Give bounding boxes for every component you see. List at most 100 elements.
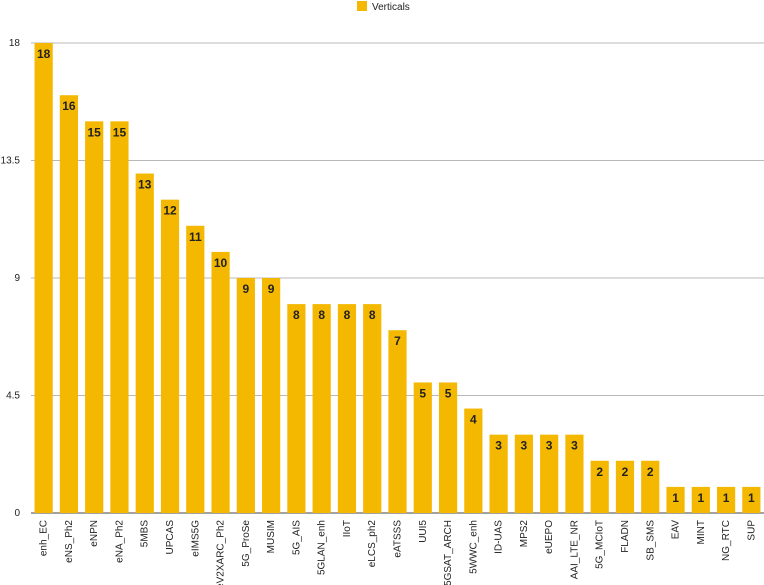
x-tick-label: 5MBS: [140, 520, 151, 548]
data-label: 3: [521, 439, 528, 453]
y-tick-label: 4.5: [6, 391, 20, 402]
bar: [363, 304, 382, 513]
x-tick-label: 5GLAN_enh: [317, 520, 328, 575]
x-tick-label: eNA_Ph2: [114, 520, 125, 563]
x-tick-label: 5GSAT_ARCH: [443, 520, 454, 585]
x-tick-label: MPS2: [519, 520, 530, 548]
x-tick-label: ID-UAS: [494, 520, 505, 554]
y-tick-label: 0: [14, 508, 20, 519]
bar: [438, 382, 458, 513]
data-label: 15: [113, 125, 127, 139]
x-tick-label: 5G_ProSe: [241, 520, 252, 567]
bar: [110, 121, 129, 513]
bar: [186, 225, 205, 513]
x-tick-label: MUSIM: [266, 520, 277, 553]
bar: [742, 486, 761, 513]
data-label: 9: [243, 282, 250, 296]
x-tick-label: eATSSS: [393, 520, 404, 558]
data-label: 11: [189, 230, 202, 244]
legend-label: Verticals: [372, 2, 410, 13]
legend: Verticals: [357, 1, 410, 13]
legend-swatch: [357, 1, 367, 11]
data-label: 12: [163, 204, 177, 218]
y-tick-label: 9: [14, 273, 20, 284]
bar: [262, 278, 281, 513]
x-tick-label: eNS_Ph2: [64, 520, 75, 563]
data-label: 8: [293, 308, 300, 322]
data-label: 1: [723, 491, 730, 505]
data-label: 1: [672, 491, 679, 505]
x-tick-label: eNPN: [89, 520, 100, 547]
bar: [615, 460, 635, 513]
bar: [641, 460, 660, 513]
x-tick-label: eLCS_ph2: [367, 520, 378, 568]
bar: [337, 304, 357, 513]
x-tick-label: AAI_LTE_NR: [569, 520, 580, 579]
x-tick-label: SB_SMS: [645, 520, 656, 561]
data-label: 8: [369, 308, 376, 322]
bar: [464, 408, 483, 513]
data-label: 18: [37, 47, 51, 61]
data-label: 1: [748, 491, 755, 505]
bar: [34, 43, 53, 513]
bars: [34, 43, 761, 514]
x-tick-label: SUP: [746, 520, 757, 541]
data-label: 2: [596, 465, 603, 479]
x-tick-label: UPCAS: [165, 520, 176, 555]
x-tick-label: 5WWC_enh: [468, 520, 479, 574]
x-tick-label: UUI5: [418, 520, 429, 543]
bar: [565, 434, 584, 513]
data-label: 3: [546, 439, 553, 453]
bar: [666, 486, 685, 513]
data-label: 8: [344, 308, 351, 322]
bar: [691, 486, 710, 513]
data-label: 7: [394, 334, 401, 348]
data-label: 8: [318, 308, 325, 322]
bar: [236, 278, 255, 513]
data-label: 2: [647, 465, 654, 479]
bar: [312, 304, 331, 513]
x-tick-label: eUEPO: [544, 520, 555, 554]
bar: [287, 304, 306, 513]
x-tick-label: 5G_MCIoT: [595, 520, 606, 569]
bar: [85, 121, 104, 513]
x-tick-label: NG_RTC: [721, 520, 732, 561]
data-label: 13: [138, 178, 152, 192]
x-tick-label: eV2XARC_Ph2: [216, 520, 227, 585]
data-label: 3: [495, 439, 502, 453]
x-tick-label: EAV: [671, 520, 682, 540]
data-label: 3: [571, 439, 578, 453]
data-label: 16: [62, 99, 76, 113]
data-label: 1: [697, 491, 704, 505]
x-tick-label: IIoT: [342, 520, 353, 537]
bar: [514, 434, 533, 513]
y-tick-label: 13.5: [1, 156, 21, 167]
data-label: 2: [622, 465, 629, 479]
bar: [590, 460, 609, 513]
data-label: 4: [470, 413, 477, 427]
x-tick-label: MINT: [696, 520, 707, 544]
bar: [388, 330, 407, 513]
x-tick-label: eIMS5G: [190, 520, 201, 557]
x-tick-label: enh_EC: [39, 520, 50, 556]
x-tick-label: FLADN: [620, 520, 631, 553]
x-axis-labels: enh_EC eNS_Ph2 eNPN eNA_Ph2 5MBS UPCAS eIMS5G e…: [39, 520, 758, 585]
bar: [211, 251, 230, 513]
data-label: 9: [268, 282, 275, 296]
bar: [160, 199, 180, 513]
data-label: 5: [445, 386, 452, 400]
bar: [413, 382, 432, 513]
bar: [135, 173, 154, 514]
data-label: 15: [88, 125, 102, 139]
y-axis-ticks: 0 4.5 9 13.5 18: [1, 38, 21, 519]
x-tick-label: 5G_AIS: [291, 520, 302, 555]
bar: [59, 95, 79, 513]
bar: [540, 434, 559, 513]
bar: [489, 434, 508, 513]
y-tick-label: 18: [9, 38, 21, 49]
bar: [716, 486, 736, 513]
data-label: 5: [419, 386, 426, 400]
data-label: 10: [214, 256, 228, 270]
